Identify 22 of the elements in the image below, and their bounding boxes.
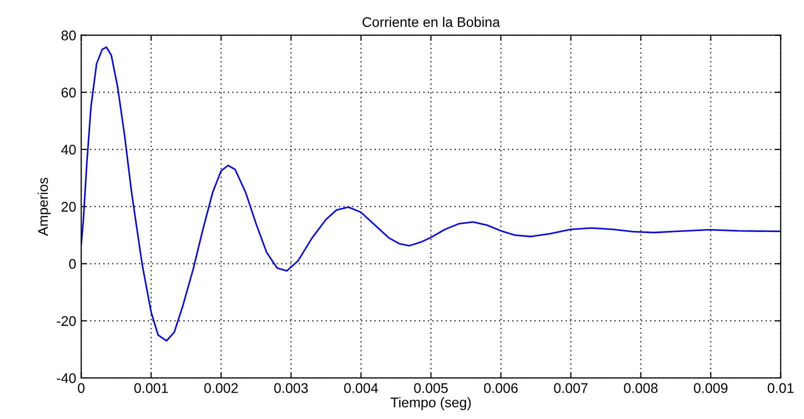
- x-tick-label: 0.007: [554, 383, 588, 393]
- y-tick-label: -40: [56, 373, 76, 384]
- y-tick-label: -20: [56, 316, 76, 326]
- x-tick-label: 0.009: [694, 383, 728, 393]
- x-tick-label: 0.006: [484, 383, 518, 393]
- y-axis-title: Amperios: [38, 178, 51, 236]
- x-tick-label: 0.001: [134, 383, 168, 393]
- x-tick-label: 0.004: [344, 383, 378, 393]
- x-tick-label: 0.003: [274, 383, 308, 393]
- x-tick-label: 0.008: [624, 383, 658, 393]
- x-tick-label: 0: [78, 383, 85, 393]
- y-tick-label: 60: [62, 88, 76, 98]
- y-tick-label: 80: [62, 30, 76, 40]
- line-series: [81, 46, 781, 342]
- y-tick-label: 40: [61, 144, 76, 155]
- x-axis-title: Tiempo (seg): [390, 397, 471, 410]
- chart-title: Corriente en la Bobina: [362, 16, 500, 27]
- y-tick-label: 0: [69, 259, 76, 269]
- x-tick-label: 0.01: [768, 383, 794, 393]
- y-tick-label: 20: [62, 202, 76, 212]
- x-tick-label: 0.005: [414, 383, 448, 393]
- x-tick-label: 0.002: [204, 383, 238, 393]
